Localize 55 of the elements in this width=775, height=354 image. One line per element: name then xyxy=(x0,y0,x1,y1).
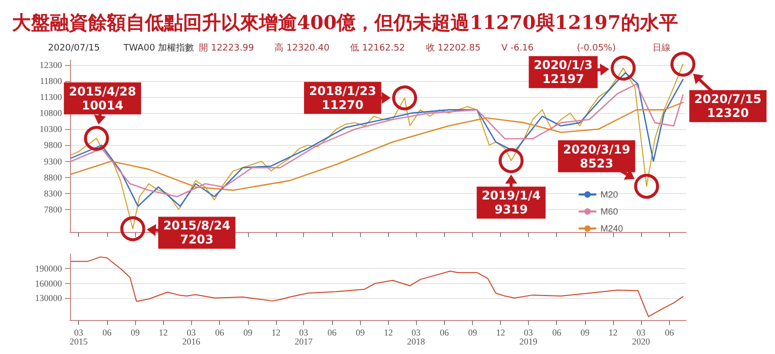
annotation: 2019/1/4 9319 xyxy=(482,188,541,217)
x-tick-label: 03 2018 xyxy=(407,328,426,346)
x-tick-label: 06 xyxy=(215,328,225,338)
y-tick-label: 11800 xyxy=(40,76,62,86)
annotation: 2015/4/28 10014 xyxy=(68,84,136,112)
text: 高 12320.40 xyxy=(274,42,330,54)
x-tick-label: 03 2020 xyxy=(632,328,651,346)
y-tick-label: 12300 xyxy=(40,60,62,70)
legend-label: M20 xyxy=(600,190,618,200)
x-tick-label: 12 xyxy=(384,328,393,338)
text: 開 12223.99 xyxy=(199,42,254,54)
x-tick-label: 03 2019 xyxy=(519,328,538,346)
y-tick-label: 8300 xyxy=(44,188,62,198)
x-tick-label: 12 xyxy=(158,328,168,338)
text: V -6.16 xyxy=(501,44,534,54)
legend-label: M60 xyxy=(600,206,618,216)
x-tick-label: 12 xyxy=(496,328,506,338)
legend-label: M240 xyxy=(600,224,623,234)
y-tick-label: 9300 xyxy=(44,156,62,166)
x-tick-label: 06 xyxy=(440,328,450,338)
annotation: 2015/8/24 7203 xyxy=(163,218,230,247)
x-tick-label: 09 xyxy=(243,328,253,338)
x-tick-label: 06 xyxy=(327,328,337,338)
x-tick-label: 06 xyxy=(552,328,562,338)
y-tick-label: 10800 xyxy=(40,108,62,118)
x-tick-label: 06 xyxy=(664,328,674,338)
x-tick-label: 12 xyxy=(271,328,280,338)
text: TWA00 加權指數 xyxy=(122,42,194,54)
y-tick-label: 10300 xyxy=(40,124,62,134)
y-tick-label: 7800 xyxy=(44,204,62,214)
x-tick-label: 03 2015 xyxy=(70,328,88,346)
y-tick-label: 9800 xyxy=(44,140,62,150)
y-tick-label: 130000 xyxy=(35,293,62,303)
x-tick-label: 12 xyxy=(608,328,618,338)
x-tick-label: 06 xyxy=(102,328,112,338)
x-tick-label: 03 2016 xyxy=(182,328,201,346)
x-tick-label: 09 xyxy=(580,328,590,338)
text: 低 12162.52 xyxy=(350,42,406,54)
text: 2020/07/15 xyxy=(48,44,100,54)
x-tick-label: 03 2017 xyxy=(294,328,314,346)
annotation: 2020/3/19 8523 xyxy=(562,142,630,170)
text: 收 12202.85 xyxy=(426,42,481,54)
y-tick-label: 160000 xyxy=(35,278,62,288)
annotation: 2020/7/15 12320 xyxy=(694,92,762,120)
text: 日線 xyxy=(652,42,670,54)
y-tick-label: 11300 xyxy=(40,92,62,102)
text: (-0.05%) xyxy=(576,44,616,54)
x-tick-label: 09 xyxy=(130,328,140,338)
x-tick-label: 09 xyxy=(468,328,478,338)
chart-title: 大盤融資餘額自低點回升以來增逾400億，但仍未超過11270與12197的水平 xyxy=(11,11,679,36)
x-tick-label: 09 xyxy=(356,328,366,338)
annotation: 2020/1/3 12197 xyxy=(534,58,593,86)
y-tick-label: 8800 xyxy=(44,172,62,182)
y-tick-label: 190000 xyxy=(35,264,62,274)
annotation: 2018/1/23 11270 xyxy=(309,84,376,112)
